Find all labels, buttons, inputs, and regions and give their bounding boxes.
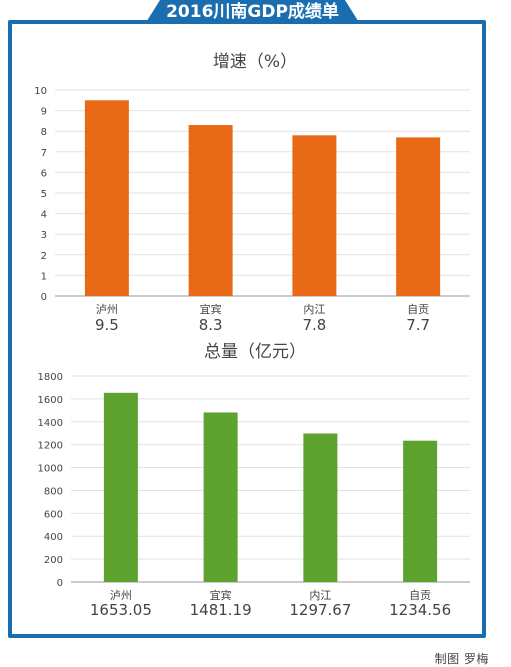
bar [103, 392, 138, 582]
chart2-title: 总量（亿元） [204, 342, 306, 362]
y-tick-label: 600 [44, 509, 63, 520]
y-tick-label: 0 [41, 292, 47, 303]
data-label: 1234.56 [389, 601, 451, 619]
y-tick-label: 4 [41, 210, 47, 221]
data-label: 7.8 [302, 316, 326, 334]
data-label: 1653.05 [90, 601, 152, 619]
y-tick-label: 5 [41, 189, 47, 200]
bar [203, 412, 238, 582]
y-tick-label: 1600 [38, 395, 63, 406]
chart1-title: 增速（%） [213, 52, 297, 72]
y-tick-label: 1200 [38, 441, 63, 452]
y-tick-label: 7 [41, 148, 47, 159]
x-tick-label: 内江 [309, 588, 331, 602]
y-tick-label: 0 [57, 578, 63, 589]
header-title: 2016川南GDP成绩单 [166, 2, 339, 22]
x-tick-label: 宜宾 [200, 302, 222, 316]
bar [292, 135, 337, 296]
y-tick-label: 3 [41, 230, 47, 241]
bar [396, 137, 441, 296]
y-tick-label: 1 [41, 271, 47, 282]
data-label: 8.3 [199, 316, 223, 334]
bar [403, 440, 438, 582]
y-tick-label: 10 [34, 86, 47, 97]
y-tick-label: 200 [44, 555, 63, 566]
y-tick-label: 8 [41, 127, 47, 138]
y-tick-label: 1800 [38, 372, 63, 383]
y-tick-label: 1400 [38, 418, 63, 429]
data-label: 1297.67 [289, 601, 351, 619]
y-tick-label: 800 [44, 486, 63, 497]
x-tick-label: 自贡 [409, 589, 431, 602]
data-label: 1481.19 [190, 601, 252, 619]
bar [303, 433, 338, 582]
y-tick-label: 400 [44, 532, 63, 543]
x-tick-label: 宜宾 [210, 588, 232, 602]
y-tick-label: 2 [41, 251, 47, 262]
total-bar-chart: 0 200 400 600 800 1000 1200 1400 1600 1800 泸州1653.… [38, 372, 470, 619]
growth-bar-chart: 0 1 2 3 4 5 6 7 8 9 10 泸州9.5 宜宾8.3 内江7.8 自贡7.7 [34, 86, 470, 334]
x-tick-label: 泸州 [96, 303, 118, 316]
y-tick-label: 6 [41, 168, 47, 179]
bar [188, 125, 233, 297]
data-label: 9.5 [95, 316, 119, 334]
data-label: 7.7 [406, 316, 430, 334]
credit-text: 制图 罗梅 [434, 652, 489, 666]
y-tick-label: 1000 [38, 464, 63, 475]
y-tick-label: 9 [41, 107, 47, 118]
x-tick-label: 内江 [303, 302, 325, 316]
x-tick-label: 自贡 [407, 303, 429, 316]
x-tick-label: 泸州 [110, 589, 132, 602]
bar [84, 100, 129, 296]
